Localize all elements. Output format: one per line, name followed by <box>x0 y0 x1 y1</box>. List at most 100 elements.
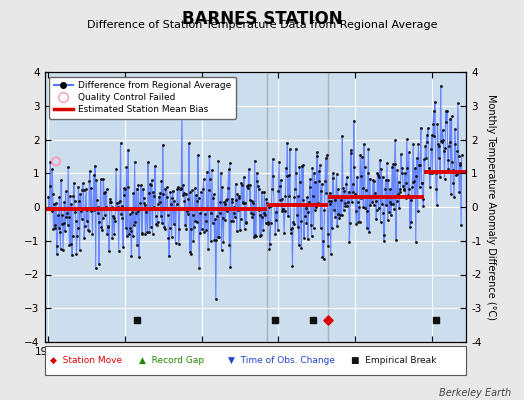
Point <box>215 234 223 240</box>
Point <box>162 184 171 190</box>
Point <box>292 170 300 176</box>
Point <box>119 184 128 191</box>
Point <box>179 182 188 188</box>
Point <box>172 200 181 207</box>
Point <box>377 166 386 172</box>
Point <box>52 200 60 206</box>
Point <box>115 198 124 205</box>
Point <box>299 162 308 168</box>
Point <box>258 189 266 195</box>
Point <box>428 170 436 176</box>
Point <box>310 170 319 176</box>
Point <box>187 226 195 232</box>
Point <box>56 246 64 252</box>
Point <box>439 137 447 143</box>
Point <box>279 205 287 212</box>
Point <box>332 192 340 199</box>
Point <box>305 184 314 190</box>
Point <box>434 140 442 147</box>
Point <box>229 218 237 224</box>
Point <box>412 172 421 179</box>
Point <box>351 191 359 198</box>
Point <box>91 162 99 169</box>
Point <box>276 197 284 203</box>
Point <box>140 200 148 206</box>
Point <box>413 154 421 161</box>
Point <box>340 188 348 195</box>
Point <box>61 188 70 195</box>
Point <box>67 241 75 248</box>
Point <box>375 205 383 211</box>
Point <box>434 155 443 162</box>
Point <box>54 224 63 231</box>
Point <box>309 317 317 323</box>
Point <box>218 184 226 190</box>
Point <box>78 216 86 222</box>
Point <box>387 211 395 218</box>
Point <box>280 230 288 236</box>
Point <box>142 209 150 215</box>
Point <box>402 180 410 186</box>
Point <box>59 246 67 253</box>
Point <box>253 178 261 184</box>
Point <box>294 242 303 248</box>
Point <box>154 218 162 225</box>
Point <box>49 225 58 232</box>
Point <box>415 162 423 168</box>
Point <box>326 201 334 207</box>
Point <box>192 192 200 199</box>
Point <box>152 221 160 228</box>
Point <box>195 210 204 216</box>
Point <box>264 218 272 225</box>
Text: BARNES STATION: BARNES STATION <box>182 10 342 28</box>
Point <box>283 140 291 146</box>
Point <box>140 202 149 208</box>
Point <box>148 231 157 238</box>
Point <box>107 204 116 210</box>
Point <box>312 149 321 156</box>
Point <box>387 200 396 207</box>
Point <box>242 219 250 225</box>
Point <box>424 125 432 131</box>
Point <box>48 166 57 172</box>
Point <box>318 254 326 260</box>
Point <box>79 180 87 186</box>
Point <box>403 165 412 171</box>
Point <box>290 194 299 200</box>
Point <box>81 222 89 229</box>
Point <box>111 204 119 211</box>
Point <box>188 187 196 194</box>
Point <box>426 170 434 176</box>
Point <box>433 120 442 127</box>
Point <box>297 218 305 224</box>
Point <box>324 243 332 249</box>
Point <box>293 212 301 218</box>
Point <box>156 190 165 196</box>
Point <box>321 178 329 184</box>
Point <box>291 186 299 192</box>
Point <box>431 317 440 323</box>
Point <box>86 208 95 214</box>
Point <box>227 217 235 224</box>
Point <box>404 192 412 198</box>
Point <box>73 233 81 239</box>
Point <box>95 261 103 267</box>
Point <box>160 226 169 232</box>
Point <box>137 230 146 236</box>
Point <box>212 296 220 302</box>
Point <box>125 231 133 238</box>
Point <box>440 147 448 154</box>
Point <box>275 158 283 165</box>
Point <box>282 165 290 171</box>
Point <box>105 248 113 254</box>
Point <box>267 220 275 226</box>
Point <box>280 208 289 214</box>
Point <box>391 137 399 143</box>
Point <box>389 201 397 207</box>
Point <box>123 233 131 240</box>
Point <box>74 184 83 190</box>
Point <box>447 113 456 120</box>
Point <box>46 159 54 166</box>
Point <box>83 207 92 213</box>
Point <box>75 198 83 204</box>
